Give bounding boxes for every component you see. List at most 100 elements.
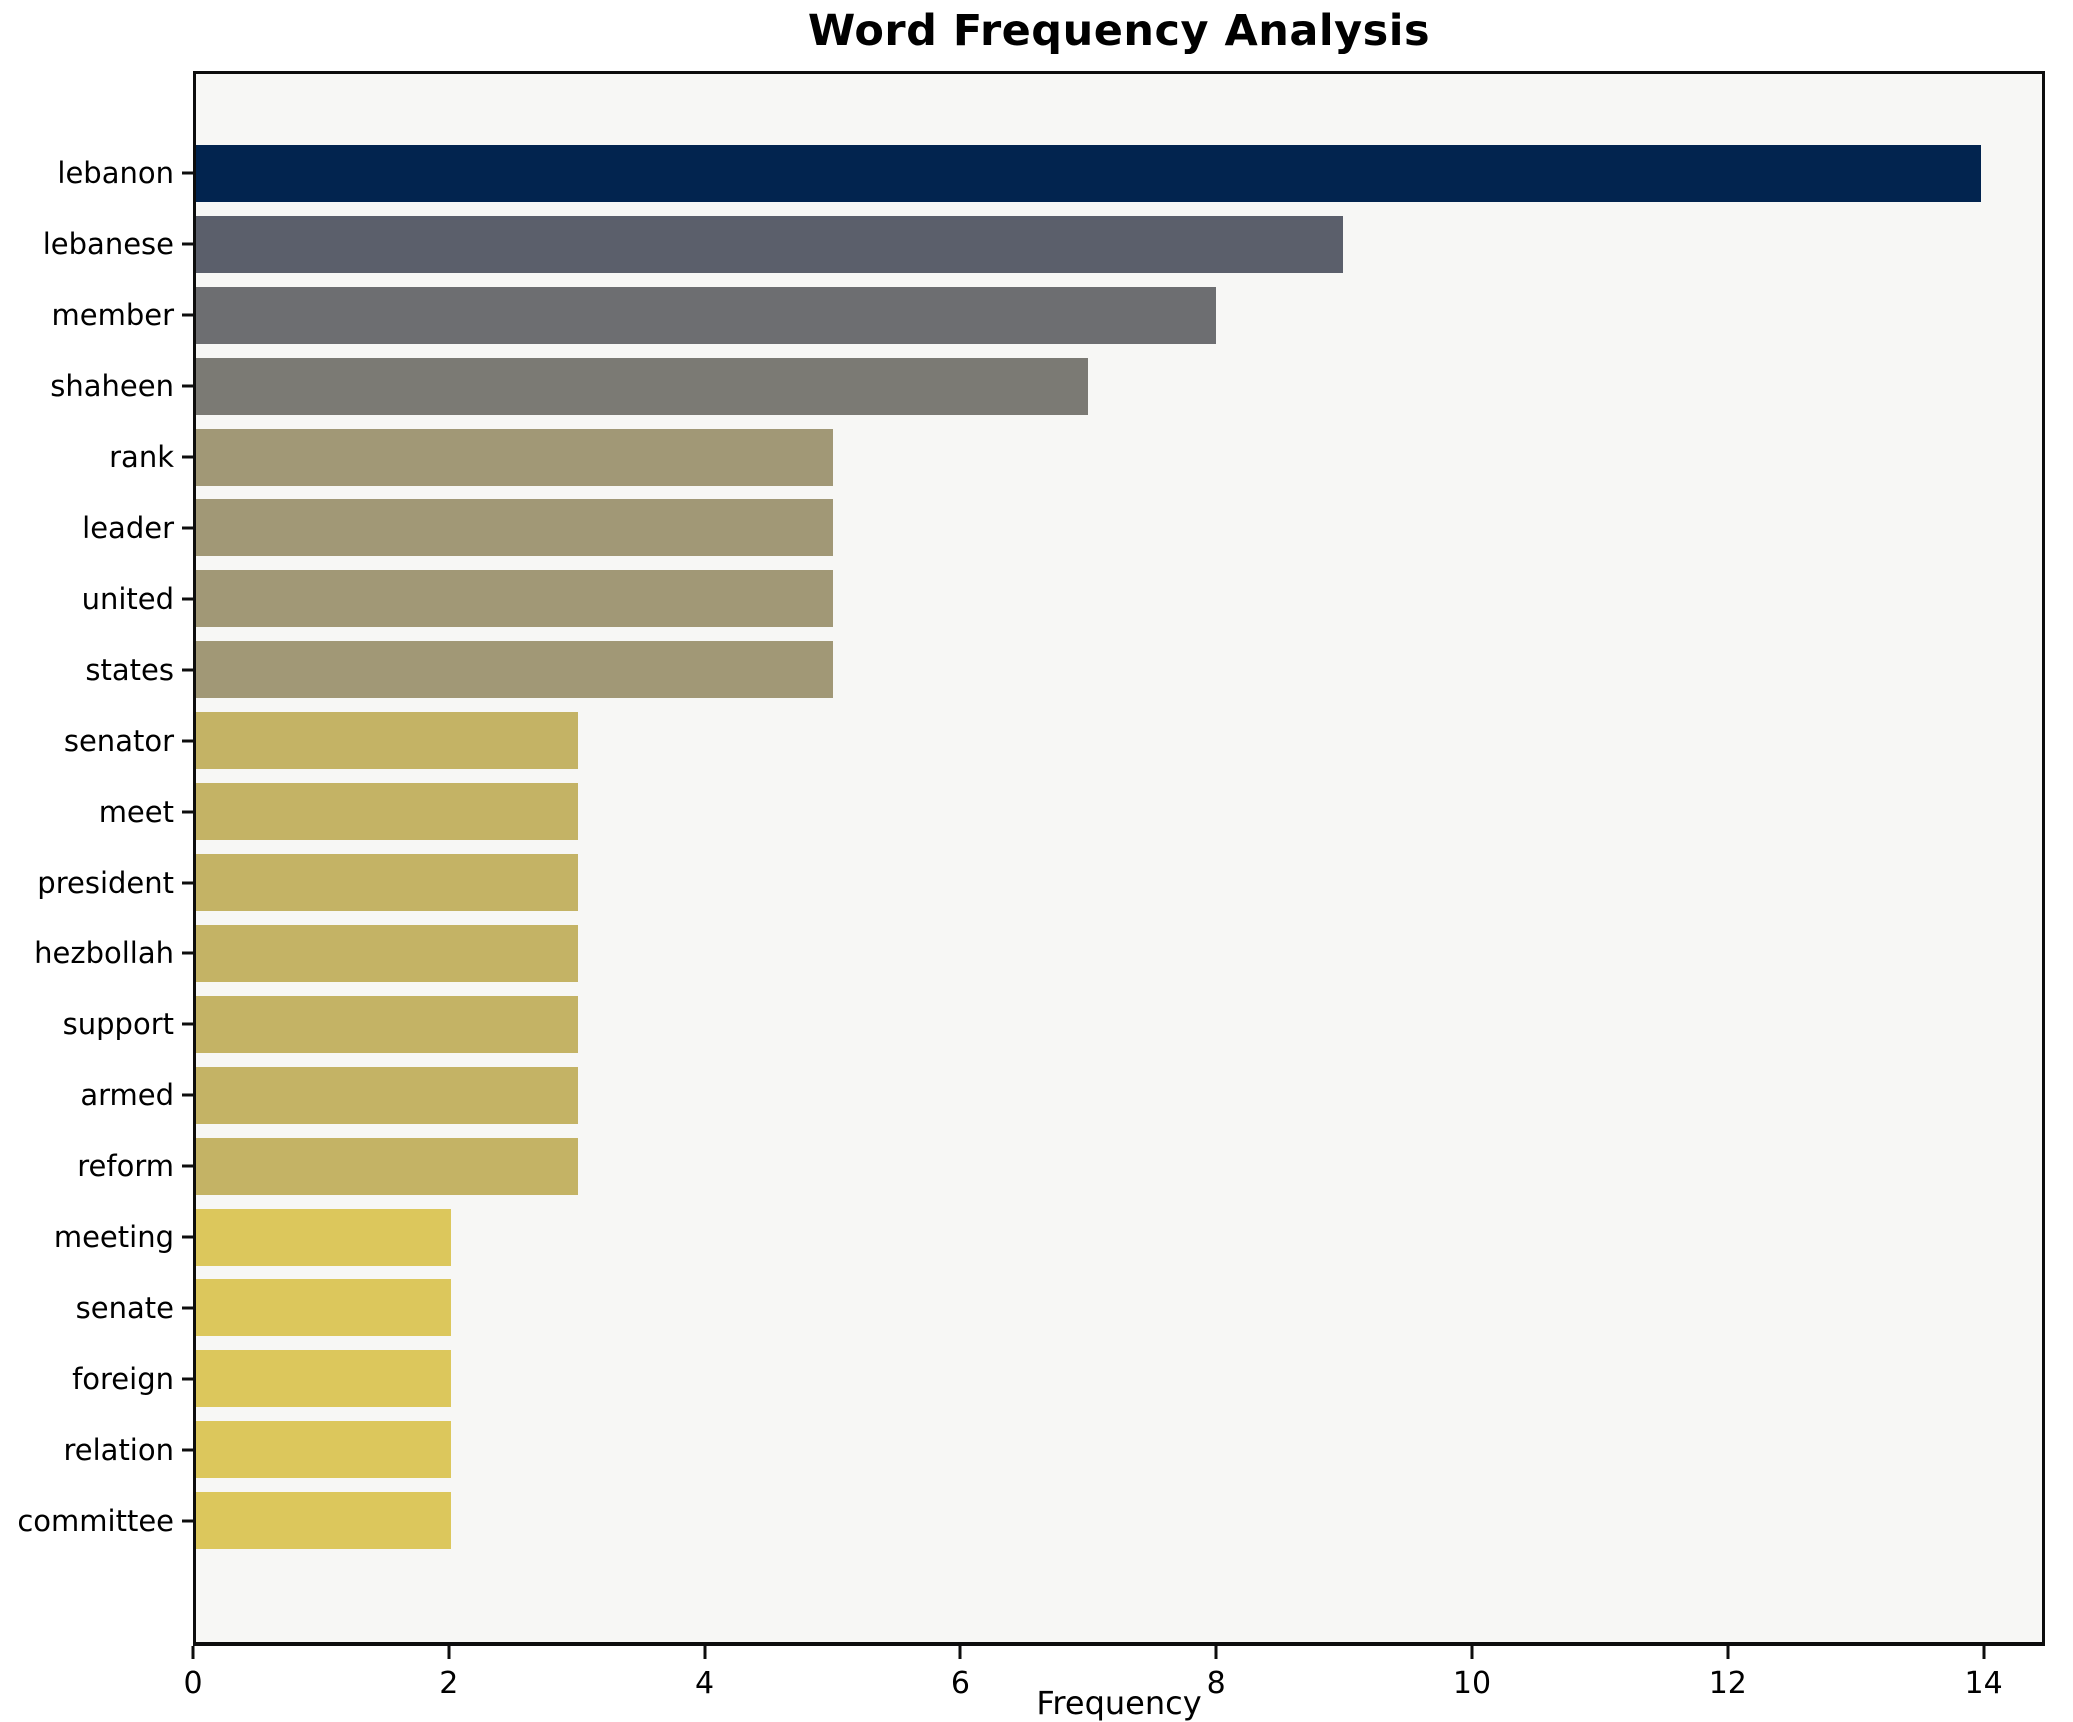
y-tick-mark [182,1306,193,1310]
y-axis-label: senator [63,723,174,758]
bar-lebanese [196,215,1344,273]
bar-row: reform [77,1131,2042,1202]
y-axis-label: president [37,865,174,900]
x-axis-label: Frequency [1036,1684,1202,1722]
y-axis-label: united [81,581,174,616]
plot-area: lebanon lebanese member shaheen rank leader un… [17,71,2045,1646]
y-tick-mark [182,1093,193,1097]
bar-states [196,641,834,699]
x-tick-mark [958,1646,962,1659]
y-tick-mark [182,455,193,459]
y-tick-mark [182,1519,193,1523]
bar-row: meet [99,776,2042,847]
x-tick-mark [1470,1646,1474,1659]
x-tick-mark [1214,1646,1218,1659]
bar-row: states [85,634,2042,705]
bar-row: meeting [54,1202,2042,1273]
bar-row: rank [109,422,2042,493]
bar-armed [196,1066,579,1124]
bar-shaheen [196,357,1089,415]
chart-title: Word Frequency Analysis [807,6,1431,56]
y-tick-mark [182,1377,193,1381]
y-axis-label: foreign [72,1361,174,1396]
y-axis-label: meeting [53,1220,174,1255]
y-tick-mark [182,1022,193,1026]
bar-row: armed [80,1060,2042,1131]
y-tick-mark [182,951,193,955]
bar-row: lebanon [57,138,2042,209]
y-axis-label: lebanese [42,227,174,262]
bar-relation [196,1421,451,1479]
y-axis-label: support [62,1007,174,1042]
bar-row: committee [17,1485,2042,1556]
y-tick-mark [182,242,193,246]
y-axis-label: shaheen [50,369,174,404]
x-tick-label: 4 [695,1666,715,1701]
y-tick-mark [182,881,193,885]
y-tick-mark [182,171,193,175]
y-axis-label: member [51,298,174,333]
bar-support [196,995,579,1053]
bar-row: lebanese [43,209,2042,280]
x-tick-mark [447,1646,451,1659]
y-tick-mark [182,810,193,814]
bar-rank [196,428,834,486]
x-tick-label: 6 [950,1666,970,1701]
bar-meet [196,783,579,841]
bar-row: support [63,989,2042,1060]
y-axis-label: meet [98,794,174,829]
bar-row: president [37,847,2042,918]
y-tick-mark [182,597,193,601]
y-tick-mark [182,668,193,672]
x-tick-label: 10 [1452,1666,1492,1701]
bar-senate [196,1279,451,1337]
bar-reform [196,1137,579,1195]
bars-container: lebanon lebanese member shaheen rank leader un… [17,74,2042,1642]
x-tick-label: 8 [1206,1666,1226,1701]
bar-president [196,854,579,912]
bar-row: united [82,563,2042,634]
bar-committee [196,1492,451,1550]
x-tick-mark [703,1646,707,1659]
y-axis-label: rank [109,440,174,475]
x-tick-label: 12 [1708,1666,1747,1701]
bar-row: senator [64,705,2042,776]
y-tick-mark [182,384,193,388]
y-axis-label: hezbollah [34,936,174,971]
bar-row: leader [82,493,2042,564]
bar-meeting [196,1208,451,1266]
bar-leader [196,499,834,557]
y-axis-label: states [85,652,174,687]
y-tick-mark [182,1448,193,1452]
x-tick-mark [1982,1646,1986,1659]
y-axis-label: lebanon [57,156,174,191]
y-tick-mark [182,313,193,317]
bar-row: senate [76,1273,2042,1344]
y-tick-mark [182,739,193,743]
y-axis-label: armed [80,1078,174,1113]
x-tick-label: 0 [183,1666,203,1701]
y-axis-label: committee [17,1503,174,1538]
y-axis-label: leader [82,510,174,545]
x-tick-label: 14 [1964,1666,2003,1701]
y-axis-label: reform [77,1149,174,1184]
bar-foreign [196,1350,451,1408]
bar-hezbollah [196,924,579,982]
bar-row: hezbollah [34,918,2042,989]
bar-senator [196,712,579,770]
x-tick-label: 2 [439,1666,459,1701]
bar-row: shaheen [50,351,2042,422]
y-axis-label: relation [63,1432,174,1467]
x-tick-mark [1726,1646,1730,1659]
bar-member [196,286,1216,344]
bar-united [196,570,834,628]
bar-lebanon [196,144,1981,202]
y-tick-mark [182,1164,193,1168]
x-axis: 0 2 4 6 8 10 12 14 [183,1646,2045,1706]
y-tick-mark [182,526,193,530]
bar-row: foreign [72,1343,2042,1414]
y-axis-label: senate [75,1290,174,1325]
bar-row: relation [63,1414,2042,1485]
x-tick-mark [191,1646,195,1659]
